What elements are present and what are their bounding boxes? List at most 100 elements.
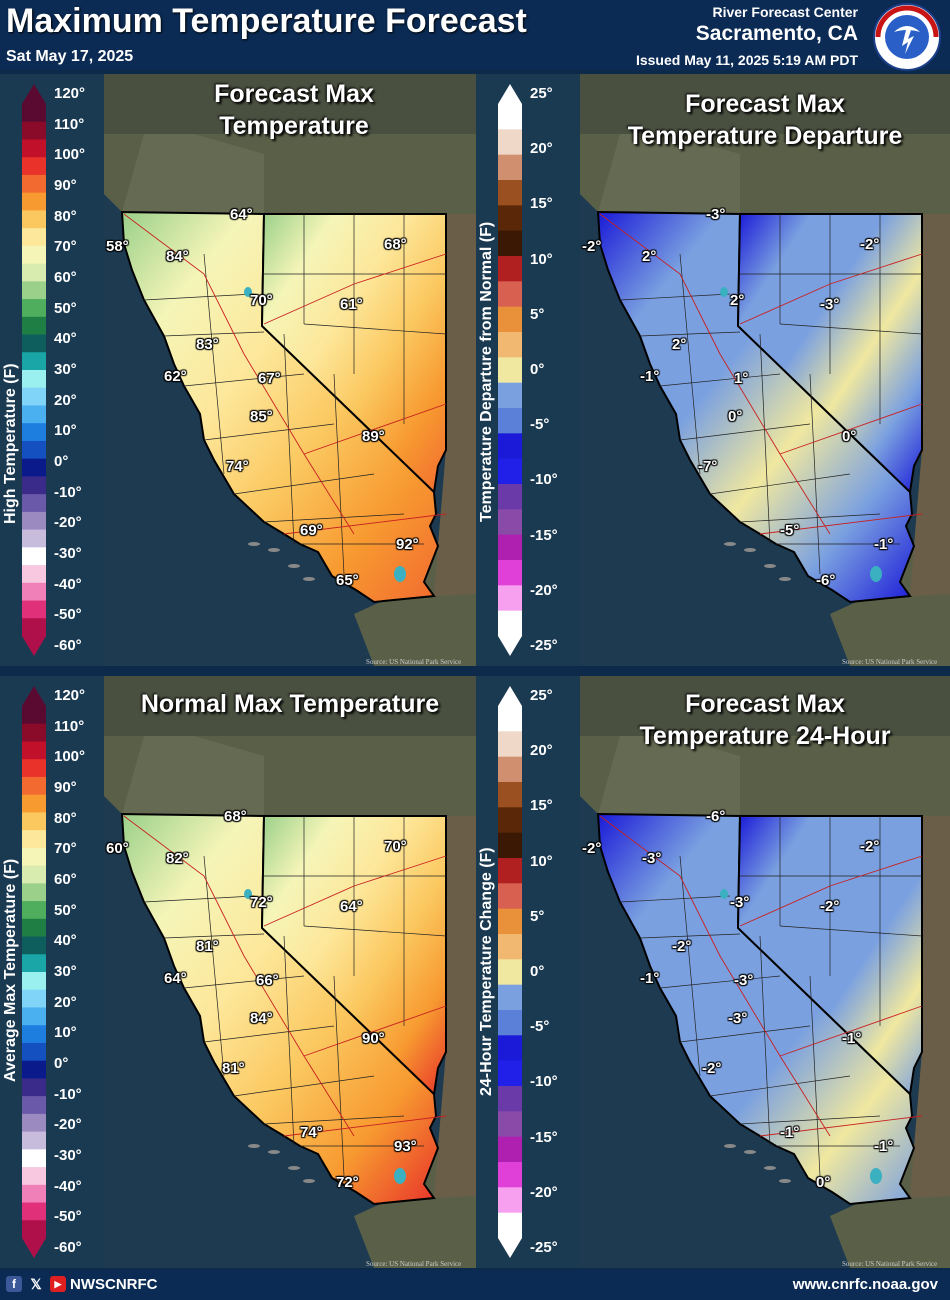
legend-swatch bbox=[22, 954, 46, 973]
county-line bbox=[203, 1025, 335, 1043]
temperature-label: 74° bbox=[300, 1124, 323, 1141]
temperature-label: -6° bbox=[816, 572, 836, 589]
county-line bbox=[303, 925, 447, 937]
county-line bbox=[233, 1075, 375, 1097]
island bbox=[744, 1150, 756, 1154]
panel-title-departure: Forecast Max Temperature Departure bbox=[600, 88, 930, 152]
map-forecast-max: Forecast Max Temperature 64° 58° 84° 68° 70°… bbox=[104, 74, 476, 666]
legend-departure: Temperature Departure from Normal (F) 25… bbox=[476, 74, 580, 666]
legend-swatch bbox=[22, 1184, 46, 1204]
island bbox=[268, 548, 280, 552]
county-line bbox=[639, 933, 741, 939]
legend-swatch bbox=[498, 1086, 522, 1112]
temperature-label: -6° bbox=[706, 808, 726, 825]
legend-swatch bbox=[22, 1007, 46, 1026]
legend-swatch bbox=[498, 357, 522, 384]
panel-title-normal-max: Normal Max Temperature bbox=[114, 688, 466, 720]
highway-line bbox=[759, 513, 923, 535]
utah-arizona bbox=[910, 816, 950, 1198]
panel-title-forecast-max: Forecast Max Temperature bbox=[184, 78, 404, 142]
panel-title-line1: Forecast Max bbox=[685, 690, 845, 718]
county-line bbox=[659, 373, 781, 387]
temperature-label: -5° bbox=[780, 522, 800, 539]
temperature-label: 64° bbox=[164, 970, 187, 987]
legend-tick-label: -10° bbox=[54, 1085, 82, 1103]
temperature-label: 2° bbox=[730, 292, 745, 309]
source-note: Source: US National Park Service bbox=[842, 658, 938, 666]
legend-swatch bbox=[498, 230, 522, 257]
county-line bbox=[679, 1025, 811, 1043]
county-line bbox=[809, 975, 821, 1177]
temperature-label: 68° bbox=[384, 236, 407, 253]
legend-tick-label: 80° bbox=[54, 207, 77, 225]
legend-swatch bbox=[498, 509, 522, 536]
legend-tick-label: -10° bbox=[530, 1073, 558, 1091]
temperature-label: 81° bbox=[196, 938, 219, 955]
legend-swatch bbox=[22, 1202, 46, 1221]
temperature-label: 89° bbox=[362, 428, 385, 445]
temperature-label: 90° bbox=[362, 1030, 385, 1047]
county-line bbox=[679, 855, 701, 1077]
legend-tick-label: -40° bbox=[54, 1177, 82, 1195]
legend-swatch bbox=[22, 936, 46, 955]
terrain-north bbox=[104, 74, 476, 134]
website-link[interactable]: www.cnrfc.noaa.gov bbox=[792, 1276, 938, 1293]
legend-swatch bbox=[22, 334, 46, 353]
x-icon[interactable]: 𝕏 bbox=[28, 1276, 44, 1292]
county-line bbox=[333, 975, 345, 1177]
temperature-label: 0° bbox=[816, 1174, 831, 1191]
county-line bbox=[203, 423, 335, 441]
utah-arizona bbox=[910, 214, 950, 596]
county-line bbox=[779, 323, 923, 335]
legend-swatch bbox=[22, 901, 46, 920]
temperature-label: -3° bbox=[728, 1010, 748, 1027]
legend-tick-label: -5° bbox=[530, 1018, 550, 1036]
legend-swatch bbox=[498, 534, 522, 561]
county-line bbox=[659, 975, 781, 989]
legend-swatch bbox=[22, 830, 46, 849]
legend-swatch bbox=[22, 139, 46, 158]
legend-tick-label: 10° bbox=[54, 422, 77, 440]
county-line bbox=[283, 333, 295, 545]
island bbox=[724, 542, 736, 546]
legend-swatch bbox=[22, 370, 46, 389]
county-line bbox=[283, 935, 295, 1147]
legend-swatch bbox=[22, 210, 46, 229]
county-line bbox=[709, 473, 851, 495]
oregon bbox=[122, 736, 264, 816]
legend-top-arrow bbox=[22, 84, 46, 104]
legend-swatch bbox=[22, 565, 46, 584]
utah-arizona bbox=[434, 816, 476, 1198]
legend-tick-label: -60° bbox=[54, 637, 82, 654]
salton-sea bbox=[394, 566, 406, 582]
legend-swatch bbox=[22, 776, 46, 796]
legend-tick-label: 10° bbox=[54, 1024, 77, 1042]
facebook-icon[interactable]: f bbox=[6, 1276, 22, 1292]
salton-sea bbox=[870, 1168, 882, 1184]
oregon bbox=[122, 134, 264, 214]
county-line bbox=[739, 513, 881, 523]
legend-tick-label: 20° bbox=[530, 742, 553, 760]
legend-swatch bbox=[498, 782, 522, 808]
legend-tick-label: 40° bbox=[54, 330, 77, 348]
temperature-label: -2° bbox=[860, 236, 880, 253]
temperature-label: 74° bbox=[226, 458, 249, 475]
county-line bbox=[203, 253, 225, 475]
temperature-label: 83° bbox=[196, 336, 219, 353]
legend-swatch bbox=[498, 807, 522, 834]
legend-swatch bbox=[22, 104, 46, 123]
social-handle[interactable]: NWSCNRFC bbox=[70, 1276, 158, 1293]
highway-line bbox=[779, 403, 923, 455]
youtube-icon[interactable]: ▶ bbox=[50, 1276, 66, 1292]
legend-tick-label: 25° bbox=[530, 85, 553, 102]
legend-swatch bbox=[22, 812, 46, 831]
center-city: Sacramento, CA bbox=[695, 22, 858, 45]
legend-swatch bbox=[498, 1035, 522, 1062]
temperature-label: -3° bbox=[730, 894, 750, 911]
temperature-label: 0° bbox=[842, 428, 857, 445]
legend-tick-label: -20° bbox=[530, 581, 558, 599]
highway-line bbox=[739, 855, 923, 927]
temperature-label: -3° bbox=[706, 206, 726, 223]
legend-swatch bbox=[22, 972, 46, 991]
legend-swatch bbox=[498, 883, 522, 910]
